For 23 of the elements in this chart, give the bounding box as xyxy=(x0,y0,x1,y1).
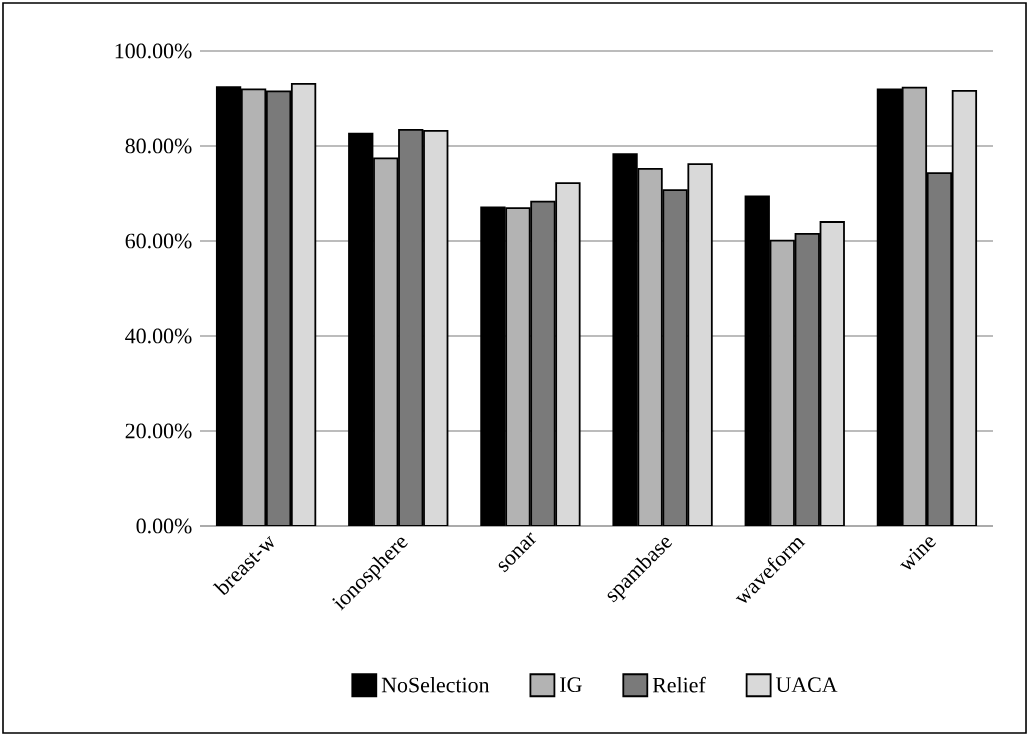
y-tick-label: 20.00% xyxy=(125,423,192,439)
bar xyxy=(770,240,794,526)
legend-label: Relief xyxy=(652,676,706,693)
y-tick-label: 80.00% xyxy=(125,138,192,154)
legend-label: IG xyxy=(560,677,582,693)
bar xyxy=(399,129,423,526)
bar xyxy=(820,222,844,526)
bar xyxy=(663,190,687,526)
bar xyxy=(531,201,555,526)
bar xyxy=(638,168,662,526)
bar xyxy=(795,233,819,526)
legend-label: UACA xyxy=(775,677,838,693)
bar xyxy=(556,183,580,526)
y-tick-label: 60.00% xyxy=(125,233,192,249)
x-tick-label: wine xyxy=(899,537,936,570)
y-tick-label: 0.00% xyxy=(136,518,192,534)
bar xyxy=(424,130,448,526)
bar xyxy=(506,208,530,526)
bar xyxy=(374,158,398,526)
legend-label: NoSelection xyxy=(381,677,490,693)
y-tick-label: 40.00% xyxy=(125,328,192,344)
y-tick-label: 100.00% xyxy=(115,43,192,59)
bar xyxy=(688,164,712,526)
